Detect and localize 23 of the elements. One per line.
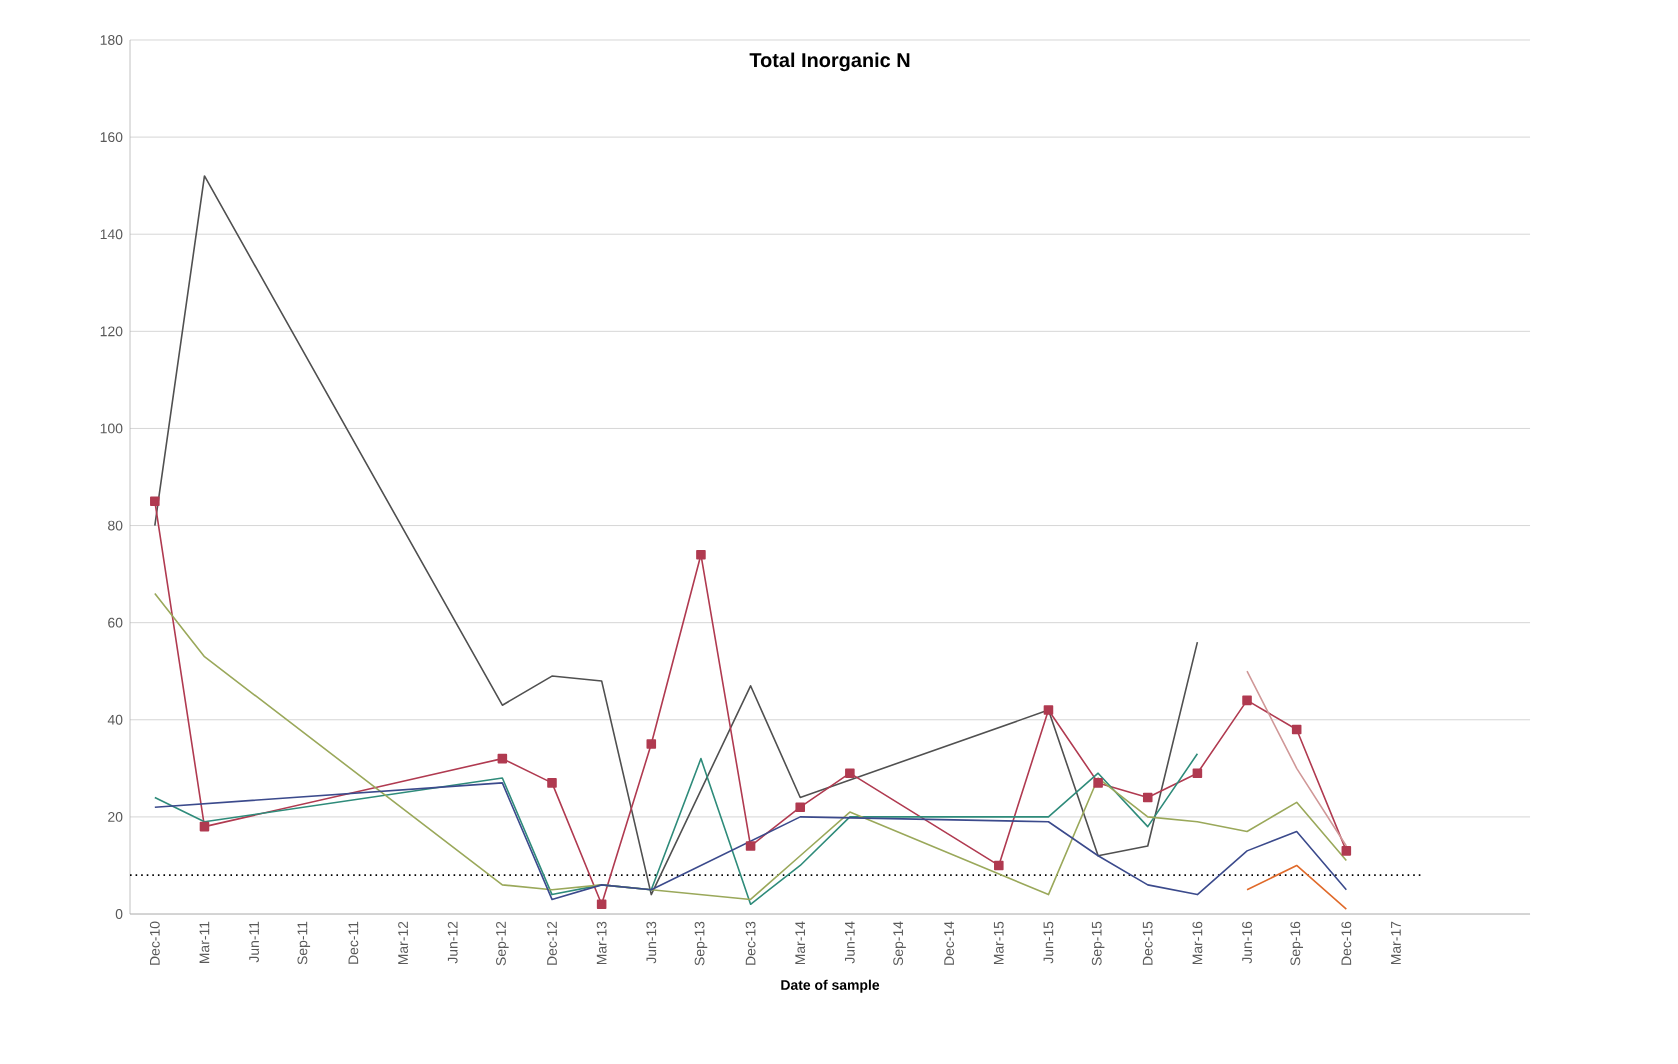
line-series <box>154 175 1199 896</box>
point <box>497 753 508 764</box>
point <box>696 549 706 560</box>
point <box>1093 778 1103 788</box>
line-series <box>154 592 1348 901</box>
point <box>199 821 210 832</box>
point <box>150 496 160 507</box>
point <box>1142 792 1153 803</box>
point <box>1192 768 1203 778</box>
point <box>646 739 657 749</box>
point <box>596 899 607 910</box>
point <box>795 802 806 812</box>
point <box>745 841 756 851</box>
point <box>1242 695 1252 706</box>
point <box>845 768 855 778</box>
point <box>994 860 1004 871</box>
text: Total Inorganic N <box>749 52 910 72</box>
line-series <box>154 782 1348 901</box>
point <box>1341 846 1352 856</box>
line-series <box>154 752 1199 906</box>
point <box>1291 724 1302 735</box>
point <box>1043 705 1054 715</box>
point <box>547 778 557 788</box>
